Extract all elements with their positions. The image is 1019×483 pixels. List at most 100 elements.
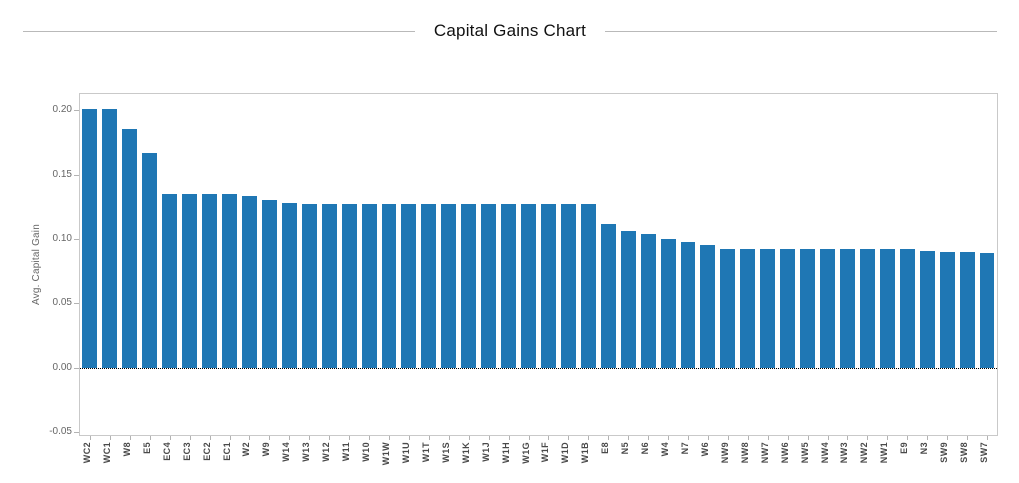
- x-tick-label-W1G: W1G: [520, 442, 531, 464]
- x-tick-label-W1H: W1H: [500, 442, 511, 464]
- x-tick-mark: [747, 436, 749, 440]
- x-tick-mark: [867, 436, 869, 440]
- bar-W2: [241, 196, 257, 368]
- x-tick-label-SW9: SW9: [939, 442, 950, 463]
- y-tick-mark: [74, 110, 79, 112]
- x-tick-label-W8: W8: [121, 442, 132, 457]
- bar-N5: [620, 231, 636, 368]
- x-tick-label-NW5: NW5: [799, 442, 810, 464]
- x-tick-mark: [927, 436, 929, 440]
- x-tick-mark: [727, 436, 729, 440]
- x-tick-mark: [229, 436, 231, 440]
- bar-NW8: [740, 249, 756, 368]
- bar-WC1: [102, 108, 118, 368]
- x-tick-label-NW1: NW1: [879, 442, 890, 464]
- bar-SW8: [959, 251, 975, 368]
- x-tick-mark: [149, 436, 151, 440]
- x-tick-label-NW3: NW3: [839, 442, 850, 464]
- x-tick-mark: [269, 436, 271, 440]
- y-tick-mark: [74, 432, 79, 434]
- x-tick-label-W1B: W1B: [580, 442, 591, 464]
- title-separator-right: [605, 30, 997, 32]
- bar-EC3: [182, 193, 198, 368]
- bar-W9: [261, 200, 277, 368]
- x-tick-mark: [289, 436, 291, 440]
- bar-NW3: [840, 249, 855, 368]
- bar-W10: [361, 204, 377, 368]
- x-tick-label-EC4: EC4: [161, 442, 172, 461]
- x-tick-mark: [428, 436, 430, 440]
- x-tick-mark: [588, 436, 590, 440]
- x-tick-mark: [169, 436, 171, 440]
- x-tick-mark: [488, 436, 490, 440]
- x-tick-mark: [967, 436, 969, 440]
- x-tick-mark: [767, 436, 769, 440]
- bar-NW4: [820, 249, 836, 368]
- x-tick-label-W13: W13: [301, 442, 312, 462]
- x-tick-mark: [329, 436, 331, 440]
- x-tick-label-N5: N5: [620, 442, 631, 455]
- x-tick-mark: [508, 436, 510, 440]
- chart-title: Capital Gains Chart: [433, 21, 587, 40]
- x-tick-label-NW7: NW7: [759, 442, 770, 464]
- x-tick-label-W1J: W1J: [480, 442, 491, 462]
- x-tick-label-WC1: WC1: [101, 442, 112, 464]
- bar-NW5: [800, 249, 816, 368]
- bar-W1U: [401, 204, 417, 368]
- x-tick-mark: [668, 436, 670, 440]
- bar-NW1: [879, 249, 895, 368]
- bar-W1G: [521, 204, 536, 368]
- x-tick-mark: [568, 436, 570, 440]
- y-tick-mark: [74, 174, 79, 176]
- bar-E9: [899, 249, 915, 368]
- x-tick-mark: [707, 436, 709, 440]
- y-tick-label-0.05: 0.05: [52, 297, 72, 309]
- x-tick-mark: [189, 436, 191, 440]
- x-tick-mark: [528, 436, 530, 440]
- bar-E5: [142, 152, 158, 368]
- bar-NW9: [720, 249, 736, 368]
- y-tick-label-0.20: 0.20: [52, 104, 72, 116]
- bar-W4: [660, 239, 676, 368]
- x-tick-mark: [408, 436, 410, 440]
- bar-W1T: [421, 204, 437, 368]
- x-tick-mark: [89, 436, 91, 440]
- x-tick-label-W12: W12: [321, 442, 332, 462]
- bar-W11: [341, 204, 357, 368]
- x-tick-mark: [309, 436, 311, 440]
- title-separator-left: [23, 30, 415, 32]
- bar-NW2: [859, 249, 875, 368]
- x-tick-mark: [468, 436, 470, 440]
- y-tick-label-0.15: 0.15: [52, 168, 72, 180]
- x-tick-mark: [787, 436, 789, 440]
- bar-EC4: [162, 193, 178, 368]
- x-tick-label-N6: N6: [640, 442, 651, 455]
- bar-NW6: [780, 249, 796, 368]
- y-tick-label--0.05: -0.05: [49, 426, 72, 438]
- bar-E8: [600, 223, 616, 368]
- bar-W1S: [441, 204, 457, 368]
- x-tick-label-W11: W11: [341, 442, 352, 462]
- x-tick-label-EC3: EC3: [181, 442, 192, 461]
- x-tick-mark: [548, 436, 550, 440]
- x-tick-label-EC2: EC2: [201, 442, 212, 461]
- y-tick-label-0.10: 0.10: [52, 233, 72, 245]
- bar-W13: [301, 204, 317, 368]
- x-tick-label-NW6: NW6: [779, 442, 790, 464]
- bar-N7: [680, 241, 696, 368]
- y-tick-mark: [74, 303, 79, 305]
- bar-W8: [122, 129, 138, 368]
- x-tick-mark: [987, 436, 989, 440]
- x-tick-label-NW2: NW2: [859, 442, 870, 464]
- x-tick-label-NW4: NW4: [819, 442, 830, 464]
- bar-W1H: [501, 204, 517, 368]
- plot-area: [79, 93, 998, 436]
- y-tick-mark: [74, 239, 79, 241]
- bar-SW7: [979, 253, 995, 368]
- bar-W1J: [481, 204, 497, 368]
- bar-W12: [321, 204, 337, 368]
- bar-W1B: [580, 204, 596, 368]
- x-tick-label-E8: E8: [600, 442, 611, 454]
- x-tick-mark: [349, 436, 351, 440]
- y-tick-label-0.00: 0.00: [52, 361, 72, 373]
